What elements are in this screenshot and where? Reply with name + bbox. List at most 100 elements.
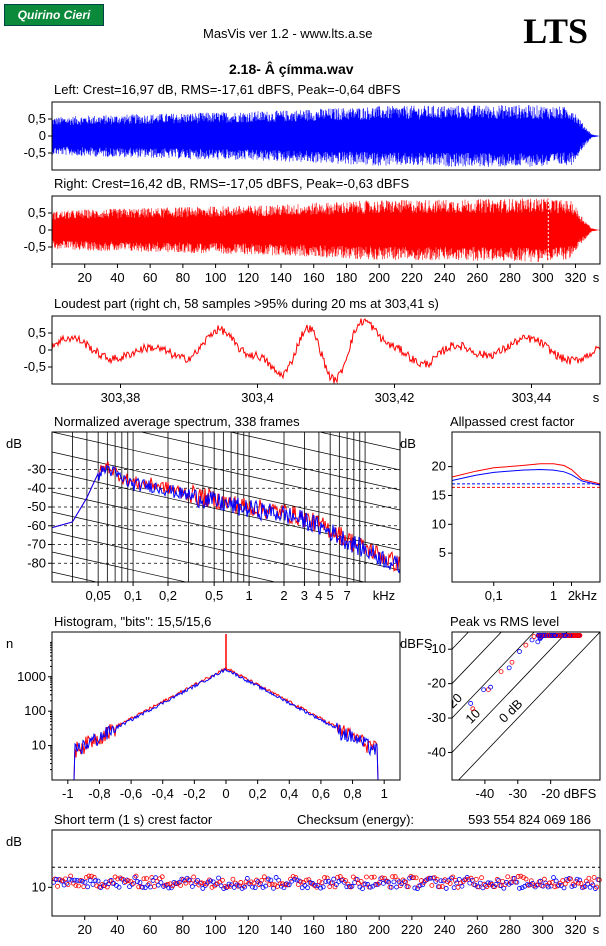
short-term-crest-point	[545, 884, 551, 890]
loudest-part-ytick-label: 0,5	[28, 325, 46, 340]
short-term-crest-point	[158, 880, 164, 885]
peak-vs-rms-point	[545, 633, 550, 638]
short-term-crest-ytick-label: 10	[32, 879, 46, 894]
peak-vs-rms-diag-line	[452, 632, 535, 719]
short-term-crest-point	[252, 885, 258, 891]
peak-vs-rms-diag-line	[452, 632, 568, 754]
short-term-crest-point	[386, 879, 392, 885]
short-term-crest-point	[70, 880, 76, 886]
spectrum-slope-line	[139, 432, 400, 491]
peak-vs-rms-point	[523, 642, 529, 648]
short-term-crest-point	[191, 874, 197, 880]
spectrum-slope-line	[52, 451, 400, 531]
short-term-crest-point	[108, 878, 114, 883]
short-term-crest-point	[259, 877, 265, 883]
short-term-crest-point	[265, 876, 271, 882]
short-term-crest-point	[594, 884, 600, 890]
short-term-crest-point	[586, 875, 592, 881]
short-term-crest-point	[381, 880, 386, 886]
short-term-crest-point	[343, 878, 348, 883]
short-term-crest-point	[519, 885, 525, 891]
short-term-crest-point	[561, 885, 567, 891]
short-term-crest-point	[420, 882, 426, 888]
histogram-xtick-label: -0,2	[183, 786, 205, 801]
right-waveform-xtick-label: 60	[143, 270, 157, 285]
short-term-crest-point	[450, 874, 456, 880]
histogram-trace-right	[52, 665, 400, 781]
short-term-crest-point	[467, 880, 473, 886]
short-term-crest-frame	[51, 829, 601, 917]
short-term-crest-point	[488, 880, 494, 886]
short-term-crest-point	[238, 880, 244, 885]
loudest-part-xtick-label: 303,42	[375, 390, 415, 405]
short-term-crest-point	[473, 876, 479, 882]
short-term-crest-xtick-label: 220	[401, 922, 423, 937]
loudest-part-trace	[51, 318, 601, 384]
short-term-crest-point	[316, 879, 322, 885]
right-waveform-ytick-label: 0	[39, 222, 46, 237]
allpassed-crest-xtick-label: 0,1	[485, 588, 503, 603]
short-term-crest-point	[222, 884, 228, 889]
short-term-crest-point	[551, 875, 556, 880]
short-term-crest-point	[388, 884, 394, 890]
short-term-crest-point	[208, 878, 214, 884]
short-term-crest-point	[439, 884, 445, 889]
short-term-crest-xtick-label: 200	[368, 922, 390, 937]
allpassed-crest-ylabel: dB	[400, 436, 416, 451]
short-term-crest-point	[415, 886, 420, 892]
short-term-crest-point	[360, 886, 365, 892]
peak-vs-rms-ytick-label: -40	[427, 744, 446, 759]
allpassed-crest-ytick-label: 5	[439, 545, 446, 560]
short-term-crest-point	[89, 873, 94, 879]
short-term-crest-point	[578, 881, 584, 886]
short-term-crest-point	[379, 875, 385, 881]
histogram-xtick-label: -0,4	[152, 786, 174, 801]
short-term-crest-point	[195, 877, 200, 883]
peak-vs-rms-point	[555, 633, 560, 638]
peak-vs-rms-diag-line	[458, 632, 600, 780]
short-term-crest-point	[583, 878, 589, 884]
short-term-crest-point	[73, 883, 79, 888]
short-term-crest-xtick-label: 40	[110, 922, 124, 937]
short-term-crest-point	[364, 874, 369, 880]
short-term-crest-point	[131, 881, 136, 886]
short-term-crest-point	[303, 877, 309, 883]
short-term-crest-point	[225, 884, 231, 890]
short-term-crest-point	[256, 882, 262, 887]
right-waveform-xtick-label: 120	[237, 270, 259, 285]
short-term-crest-point	[83, 875, 89, 880]
histogram-xtick-label: 0,4	[280, 786, 298, 801]
short-term-crest-point	[394, 884, 399, 890]
short-term-crest-point	[590, 882, 596, 888]
short-term-crest-xtick-label: 60	[143, 922, 157, 937]
short-term-crest-point	[437, 884, 443, 890]
short-term-crest-point	[250, 884, 255, 890]
short-term-crest-point	[268, 877, 274, 883]
short-term-crest-point	[306, 877, 312, 883]
loudest-part-xtick-label: 303,44	[512, 390, 552, 405]
peak-vs-rms-point	[506, 665, 512, 671]
short-term-crest-point	[155, 882, 161, 888]
short-term-crest-xtick-label: 140	[270, 922, 292, 937]
short-term-crest-point	[335, 874, 341, 880]
peak-vs-rms-ylabel: dBFS	[400, 636, 433, 651]
short-term-crest-point	[518, 873, 524, 879]
short-term-crest-point	[459, 883, 465, 889]
short-term-crest-point	[141, 876, 147, 882]
peak-vs-rms-xtick-label: -20	[541, 786, 560, 801]
loudest-part-frame	[51, 315, 601, 385]
short-term-crest-point	[127, 884, 132, 890]
short-term-crest-point	[133, 873, 139, 879]
peak-vs-rms-point	[562, 633, 568, 638]
spectrum-slope-line	[52, 551, 188, 582]
short-term-crest-point	[593, 886, 598, 891]
peak-vs-rms-xtick-unit: dBFS	[564, 786, 597, 801]
short-term-crest-point	[189, 884, 195, 889]
short-term-crest-point	[307, 880, 313, 885]
left-waveform-ytick-label: 0,5	[28, 111, 46, 126]
peak-vs-rms-point	[564, 633, 570, 638]
short-term-crest-xtick-label: 20	[77, 922, 91, 937]
short-term-crest-point	[562, 881, 568, 887]
right-waveform-xtick-label: 300	[532, 270, 554, 285]
